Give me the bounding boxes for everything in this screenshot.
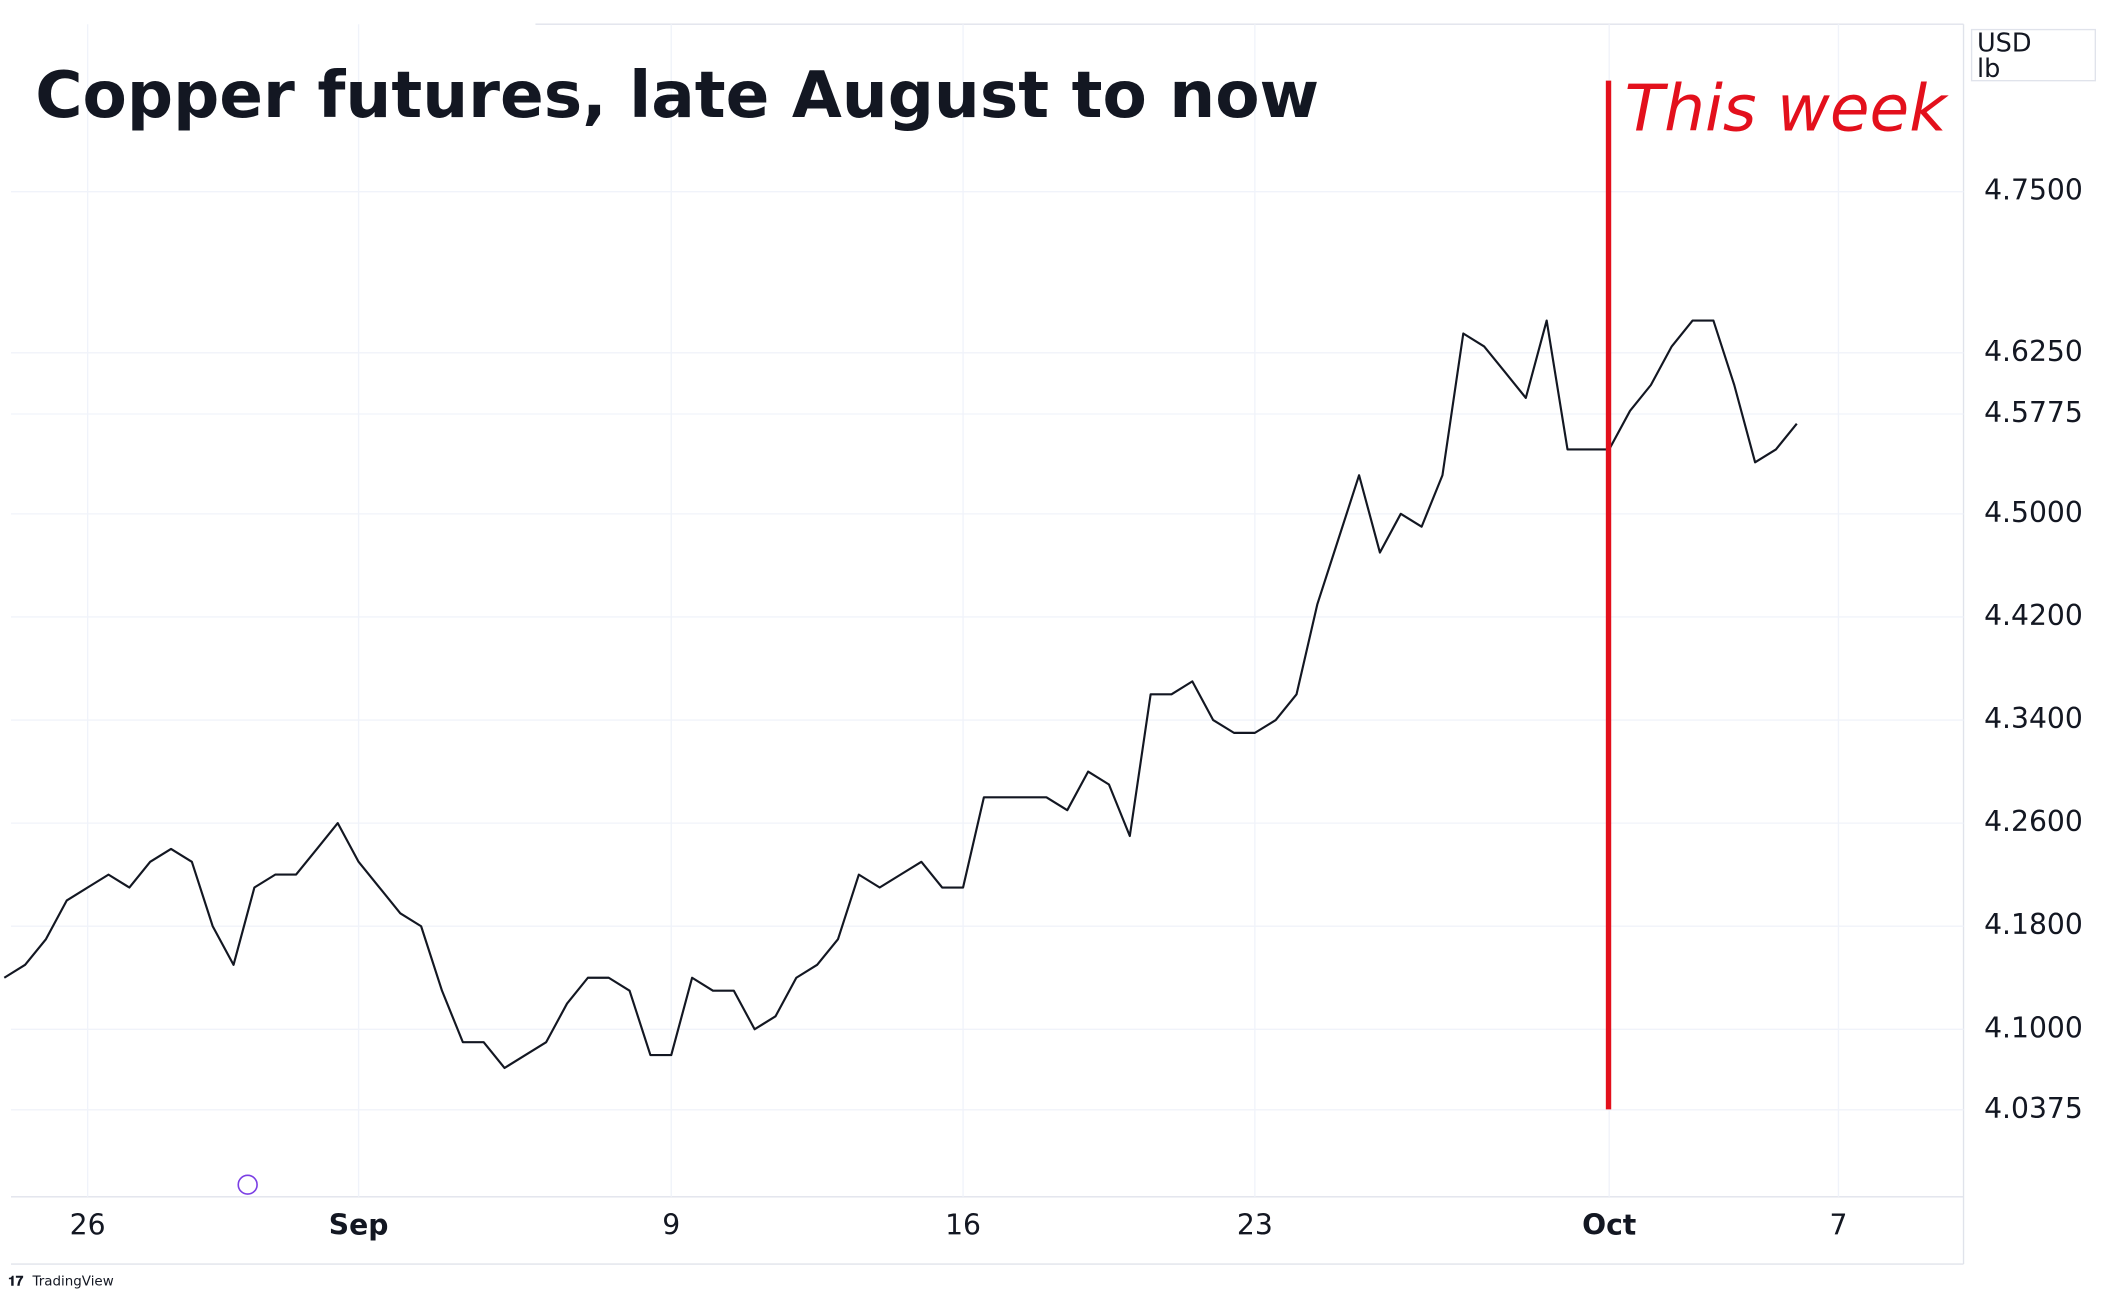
source: TradingView [32,1275,114,1290]
x-tick-label: 7 [1829,1208,1847,1241]
unit-box [1970,28,2096,82]
x-tick-label: Sep [329,1208,389,1241]
unit-label: lb [1977,54,2000,84]
x-tick-label: 23 [1237,1208,1273,1241]
y-tick-label: 4.5775 [1984,396,2083,429]
y-tick-label: 4.0375 [1984,1092,2083,1125]
y-tick-label: 4.7500 [1984,174,2083,207]
x-tick-label: Oct [1582,1208,1636,1241]
y-tick-label: 4.4200 [1984,599,2083,632]
y-tick-label: 4.1000 [1984,1011,2083,1044]
event-icon[interactable] [237,1174,258,1195]
y-tick-label: 4.6250 [1984,335,2083,368]
currency-label: USD [1977,28,2032,58]
y-tick-label: 4.1800 [1984,908,2083,941]
logo-mark: 𝟏𝟕 [8,1275,23,1290]
y-tick-label: 4.3400 [1984,702,2083,735]
annotation: This week [1625,72,1950,147]
x-tick-label: 9 [662,1208,680,1241]
y-tick-label: 4.5000 [1984,496,2083,529]
y-tick-label: 4.2600 [1984,805,2083,838]
x-tick-label: 16 [945,1208,981,1241]
chart-title: Copper futures, late August to now [35,58,1319,133]
x-tick-label: 26 [70,1208,106,1241]
price-line [3,319,1798,1070]
